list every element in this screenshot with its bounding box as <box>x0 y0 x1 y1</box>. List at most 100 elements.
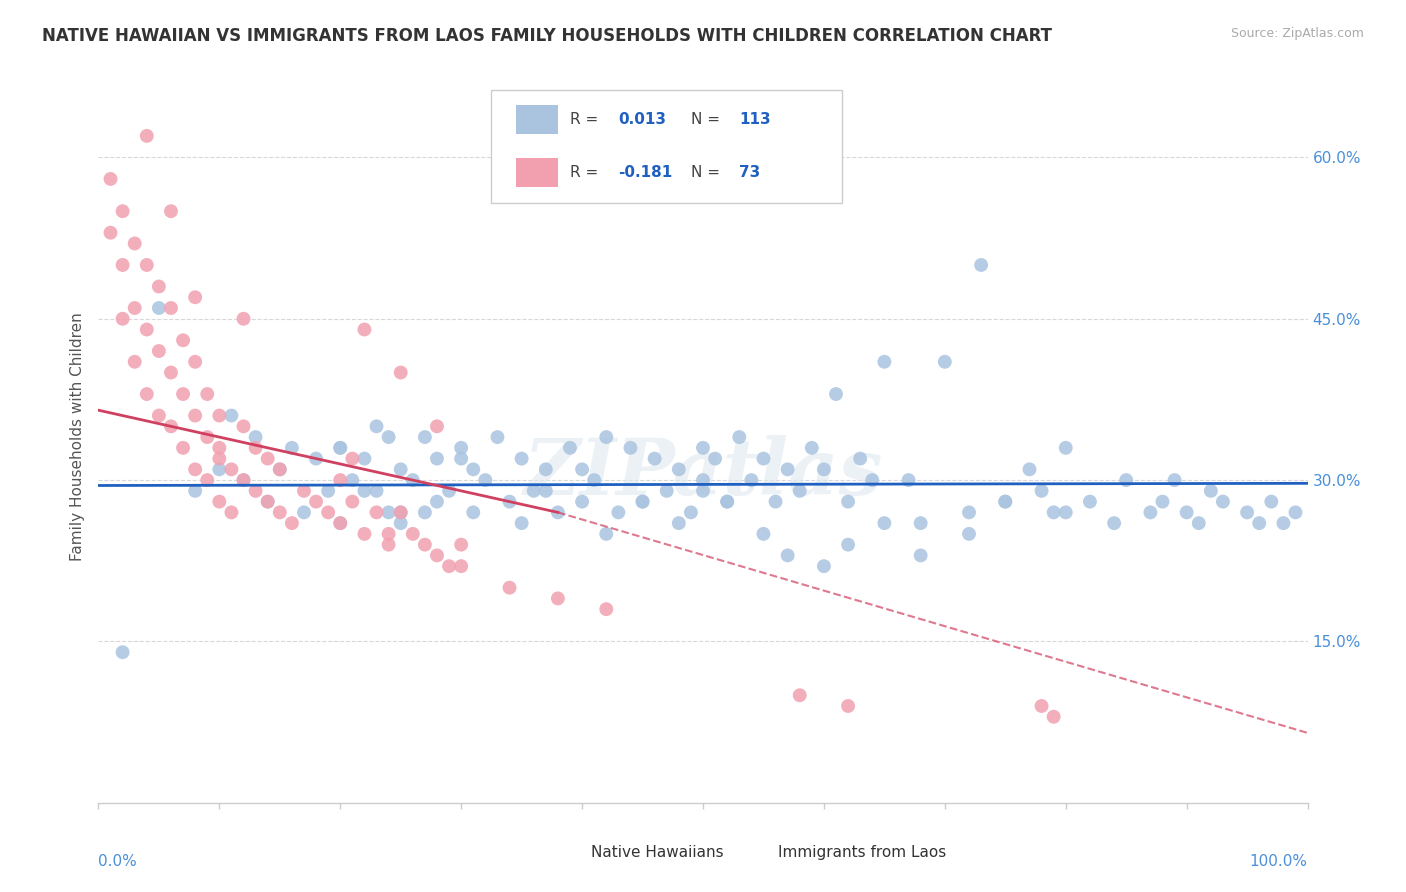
Point <box>329 473 352 487</box>
Point <box>704 451 727 466</box>
Text: R =: R = <box>569 112 603 128</box>
Text: -0.181: -0.181 <box>619 165 672 180</box>
Point <box>1115 473 1137 487</box>
Point <box>148 279 170 293</box>
Point <box>148 344 170 359</box>
Point <box>1139 505 1161 519</box>
Bar <box>516 158 558 187</box>
Y-axis label: Family Households with Children: Family Households with Children <box>69 313 84 561</box>
Point <box>160 366 183 380</box>
Point <box>957 505 980 519</box>
Point <box>813 559 835 574</box>
Point <box>111 311 134 326</box>
Point <box>245 441 267 455</box>
Point <box>631 494 654 508</box>
Point <box>124 236 146 251</box>
Point <box>583 473 606 487</box>
Point <box>232 473 254 487</box>
Point <box>1163 473 1185 487</box>
Point <box>1042 710 1064 724</box>
Point <box>124 355 146 369</box>
Point <box>413 505 436 519</box>
FancyBboxPatch shape <box>492 90 842 203</box>
Point <box>245 430 267 444</box>
Point <box>837 494 859 508</box>
Point <box>463 462 485 476</box>
Point <box>776 462 799 476</box>
Point <box>789 483 811 498</box>
Point <box>353 527 375 541</box>
Point <box>837 538 859 552</box>
Text: 100.0%: 100.0% <box>1250 854 1308 869</box>
Point <box>148 301 170 315</box>
Point <box>1042 505 1064 519</box>
Point <box>389 505 412 519</box>
Text: 0.013: 0.013 <box>619 112 666 128</box>
Point <box>1102 516 1125 530</box>
Point <box>571 462 593 476</box>
Point <box>498 581 520 595</box>
Point <box>135 258 157 272</box>
Point <box>292 505 315 519</box>
Point <box>800 441 823 455</box>
Point <box>679 505 702 519</box>
Point <box>195 387 218 401</box>
Point <box>1018 462 1040 476</box>
Point <box>329 516 352 530</box>
Text: 73: 73 <box>740 165 761 180</box>
Point <box>1152 494 1174 508</box>
Point <box>547 591 569 606</box>
Point <box>498 494 520 508</box>
Point <box>111 645 134 659</box>
Point <box>970 258 993 272</box>
Point <box>316 483 339 498</box>
Point <box>232 419 254 434</box>
Point <box>1031 483 1053 498</box>
Point <box>631 494 654 508</box>
Point <box>232 473 254 487</box>
Point <box>873 516 896 530</box>
Point <box>353 483 375 498</box>
Point <box>281 441 304 455</box>
Point <box>1272 516 1295 530</box>
Point <box>450 538 472 552</box>
Point <box>595 527 617 541</box>
Point <box>256 494 278 508</box>
Point <box>389 516 412 530</box>
Point <box>437 483 460 498</box>
Point <box>124 301 146 315</box>
Point <box>450 451 472 466</box>
Point <box>644 451 666 466</box>
Point <box>463 505 485 519</box>
Point <box>366 505 388 519</box>
Point <box>994 494 1017 508</box>
Point <box>450 441 472 455</box>
Point <box>208 494 231 508</box>
Point <box>160 419 183 434</box>
Point <box>1260 494 1282 508</box>
Point <box>366 483 388 498</box>
Point <box>100 226 122 240</box>
Point <box>377 538 399 552</box>
Point <box>1054 441 1077 455</box>
Point <box>389 366 412 380</box>
Point <box>329 441 352 455</box>
Text: Source: ZipAtlas.com: Source: ZipAtlas.com <box>1230 27 1364 40</box>
Point <box>342 451 364 466</box>
Point <box>1054 505 1077 519</box>
Point <box>752 527 775 541</box>
Point <box>547 505 569 519</box>
Point <box>607 505 630 519</box>
Point <box>1188 516 1211 530</box>
Point <box>172 333 194 347</box>
Point <box>655 483 678 498</box>
Point <box>377 505 399 519</box>
Point <box>510 451 533 466</box>
Point <box>389 462 412 476</box>
Point <box>135 128 157 143</box>
Point <box>728 430 751 444</box>
Point <box>256 494 278 508</box>
Point <box>837 698 859 713</box>
Point <box>558 441 581 455</box>
Point <box>860 473 883 487</box>
